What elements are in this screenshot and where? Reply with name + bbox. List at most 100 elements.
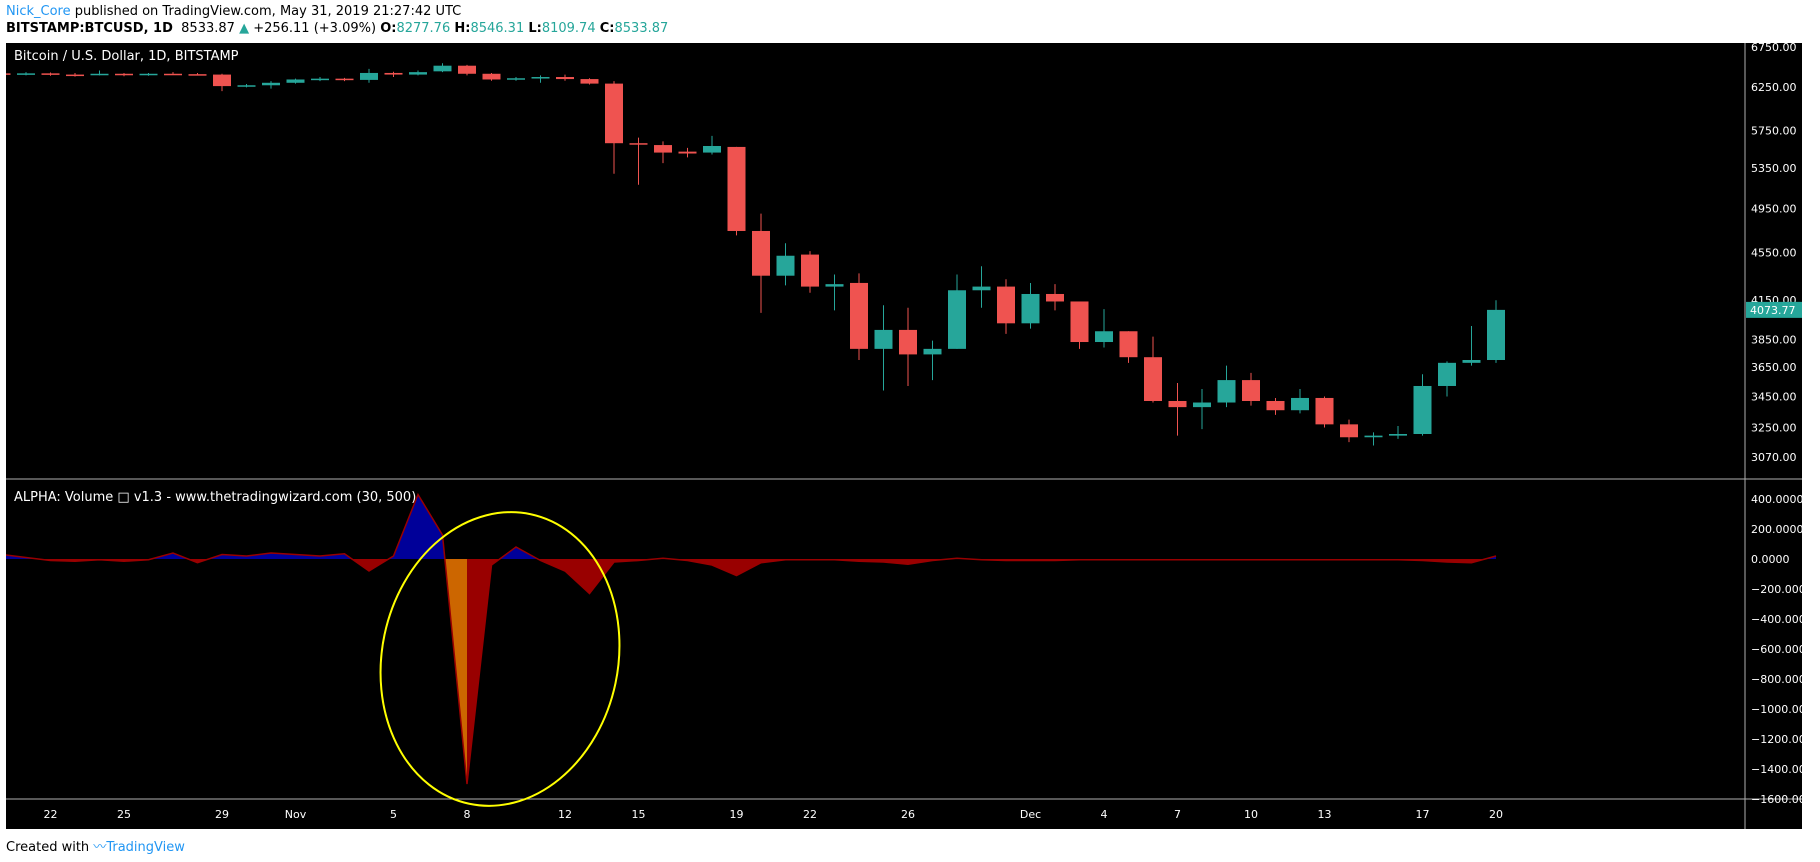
oscillator-tick-label: 200.0000	[1751, 523, 1802, 536]
price-tick-label: 3650.00	[1751, 361, 1797, 374]
candle-body	[213, 74, 231, 87]
open-value: 8277.76	[396, 21, 451, 36]
candle	[66, 72, 84, 77]
oscillator-tick-label: −600.0000	[1751, 643, 1802, 656]
candle	[482, 72, 501, 81]
candle	[752, 213, 770, 313]
price-tick-label: 3070.00	[1751, 451, 1797, 464]
candle-body	[1193, 402, 1211, 408]
candle	[1340, 419, 1358, 443]
candle	[654, 141, 672, 164]
candle	[948, 274, 966, 349]
oscillator-tick-label: −1000.0000	[1751, 703, 1802, 716]
candle-body	[66, 74, 84, 77]
tradingview-brand-link[interactable]: TradingView	[106, 840, 185, 855]
oscillator-tick-label: −1200.0000	[1751, 733, 1802, 746]
footer: Created with 〰TradingView	[6, 836, 185, 855]
candle	[6, 73, 11, 75]
candle-body	[1144, 357, 1162, 401]
author-link[interactable]: Nick_Core	[6, 4, 71, 19]
candle-body	[776, 255, 795, 276]
oscillator-tick-label: −800.0000	[1751, 673, 1802, 686]
main-chart-title: Bitcoin / U.S. Dollar, 1D, BITSTAMP	[14, 49, 239, 64]
time-tick-label: 12	[558, 808, 572, 821]
time-tick-label: 29	[215, 808, 229, 821]
candle	[703, 135, 721, 155]
last-price-tag	[1746, 301, 1802, 318]
candle-body	[801, 254, 819, 287]
candle	[286, 78, 305, 84]
candle-body	[90, 73, 109, 76]
created-with-text: Created with	[6, 840, 90, 855]
candle	[580, 78, 599, 85]
price-axis[interactable]: 6750.00 6250.00 5750.00 5350.00 4950.00 4550.…	[1751, 43, 1797, 464]
candle	[115, 72, 133, 77]
candle-body	[237, 85, 256, 87]
candle-body	[1364, 435, 1383, 438]
time-tick-label: 22	[44, 808, 58, 821]
annotation-ellipse[interactable]	[354, 490, 646, 829]
time-tick-label: 8	[464, 808, 471, 821]
candle	[1462, 325, 1481, 366]
oscillator-area	[736, 559, 761, 576]
candle-body	[531, 77, 550, 79]
candle-body	[262, 82, 280, 86]
time-tick-label: 26	[901, 808, 915, 821]
candle-body	[188, 74, 207, 76]
candle-body	[360, 72, 378, 80]
candle	[335, 77, 354, 82]
candle	[1095, 309, 1113, 348]
published-text: published on TradingView.com, May 31, 20…	[70, 4, 462, 19]
chart-canvas[interactable]: Bitcoin / U.S. Dollar, 1D, BITSTAMP ALPH…	[6, 43, 1802, 829]
candle	[90, 70, 109, 76]
candle	[776, 243, 795, 286]
candle-body	[874, 329, 893, 349]
chart-background	[6, 43, 1802, 829]
candle-body	[1095, 331, 1113, 343]
candle	[629, 137, 648, 185]
last-price-tag-label: 4073.77	[1750, 304, 1796, 317]
time-tick-label: 7	[1174, 808, 1181, 821]
oscillator-tick-label: −400.0000	[1751, 613, 1802, 626]
oscillator-series	[6, 492, 1497, 785]
candle-body	[1119, 331, 1138, 358]
price-tick-label: 6750.00	[1751, 43, 1797, 54]
candle-body	[1021, 293, 1040, 324]
candle	[923, 340, 942, 381]
candle	[1119, 331, 1138, 363]
price-tick-label: 6250.00	[1751, 81, 1797, 94]
symbol-ohlc-line: BITSTAMP:BTCUSD, 1D 8533.87 ▲ +256.11 (+…	[6, 20, 668, 37]
candle-body	[580, 79, 599, 84]
candle	[1070, 301, 1089, 349]
candle	[678, 147, 697, 158]
low-label: L:	[528, 21, 542, 36]
time-tick-label: Nov	[285, 808, 307, 821]
candle	[1487, 300, 1505, 363]
candle-body	[556, 77, 574, 80]
time-tick-label: 5	[390, 808, 397, 821]
candle	[531, 75, 550, 83]
annotation-layer	[354, 490, 646, 829]
candle	[1438, 361, 1456, 397]
candle	[1389, 425, 1407, 439]
time-tick-label: 19	[730, 808, 744, 821]
candle-body	[507, 78, 525, 80]
candle	[409, 70, 427, 76]
time-axis[interactable]: 22 25 29 Nov 5 8 12 15 19 22 26 Dec 4 7 10 13 17 20	[44, 808, 1504, 821]
symbol-label: BITSTAMP:BTCUSD, 1D	[6, 21, 173, 36]
candle	[139, 72, 158, 76]
oscillator-tick-label: −1600.0000	[1751, 793, 1802, 806]
candle-body	[654, 145, 672, 153]
candle-body	[1340, 424, 1358, 438]
candle	[507, 77, 525, 81]
candle	[1266, 397, 1285, 415]
oscillator-axis[interactable]: 400.0000 200.0000 0.0000 −200.0000 −400.0000…	[1751, 493, 1802, 806]
tradingview-logo-icon[interactable]: 〰	[93, 840, 107, 855]
candle	[213, 73, 231, 92]
candle	[1413, 374, 1432, 436]
oscillator-tick-label: 0.0000	[1751, 553, 1790, 566]
candle	[556, 74, 574, 81]
candle	[1315, 396, 1334, 428]
candle-body	[1413, 385, 1432, 435]
price-tick-label: 5750.00	[1751, 124, 1797, 137]
